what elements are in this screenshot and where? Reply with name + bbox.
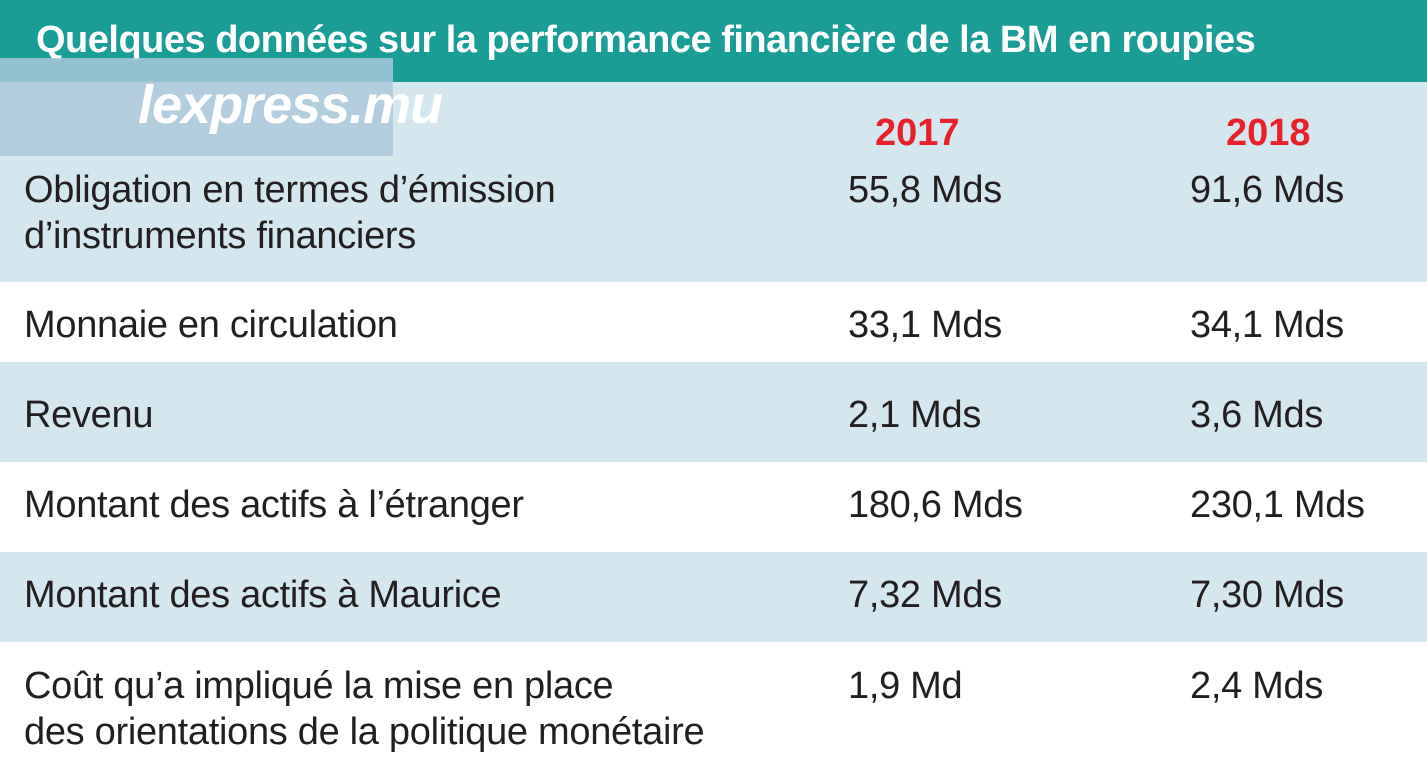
row-band-2	[0, 282, 1427, 362]
value-2018: 7,30 Mds	[1190, 574, 1344, 616]
row-band-6	[0, 642, 1427, 761]
chart-title: Quelques données sur la performance fina…	[36, 19, 1256, 61]
value-2017: 180,6 Mds	[848, 484, 1023, 526]
row-band-4	[0, 462, 1427, 552]
value-2017: 1,9 Md	[848, 665, 963, 707]
row-label-line: Montant des actifs à Maurice	[24, 574, 502, 616]
column-header-2017: 2017	[875, 112, 960, 154]
row-label-line: Monnaie en circulation	[24, 304, 398, 346]
value-2018: 91,6 Mds	[1190, 169, 1344, 211]
row-label-line: Coût qu’a impliqué la mise en place	[24, 665, 614, 707]
value-2017: 33,1 Mds	[848, 304, 1002, 346]
value-2018: 34,1 Mds	[1190, 304, 1344, 346]
row-label-line: Obligation en termes d’émission	[24, 169, 556, 211]
watermark-logo: lexpress.mu	[138, 75, 443, 135]
value-2018: 3,6 Mds	[1190, 394, 1324, 436]
value-2018: 2,4 Mds	[1190, 665, 1324, 707]
value-2018: 230,1 Mds	[1190, 484, 1365, 526]
row-label-line: Revenu	[24, 394, 154, 436]
row-label-line: d’instruments financiers	[24, 215, 416, 257]
value-2017: 7,32 Mds	[848, 574, 1002, 616]
row-label-line: des orientations de la politique monétai…	[24, 711, 705, 753]
row-band-3	[0, 362, 1427, 462]
row-band-5	[0, 552, 1427, 642]
watermark-box: lexpress.mu	[0, 58, 443, 156]
value-2017: 55,8 Mds	[848, 169, 1002, 211]
column-header-2018: 2018	[1226, 112, 1311, 154]
row-label-line: Montant des actifs à l’étranger	[24, 484, 524, 526]
value-2017: 2,1 Mds	[848, 394, 982, 436]
